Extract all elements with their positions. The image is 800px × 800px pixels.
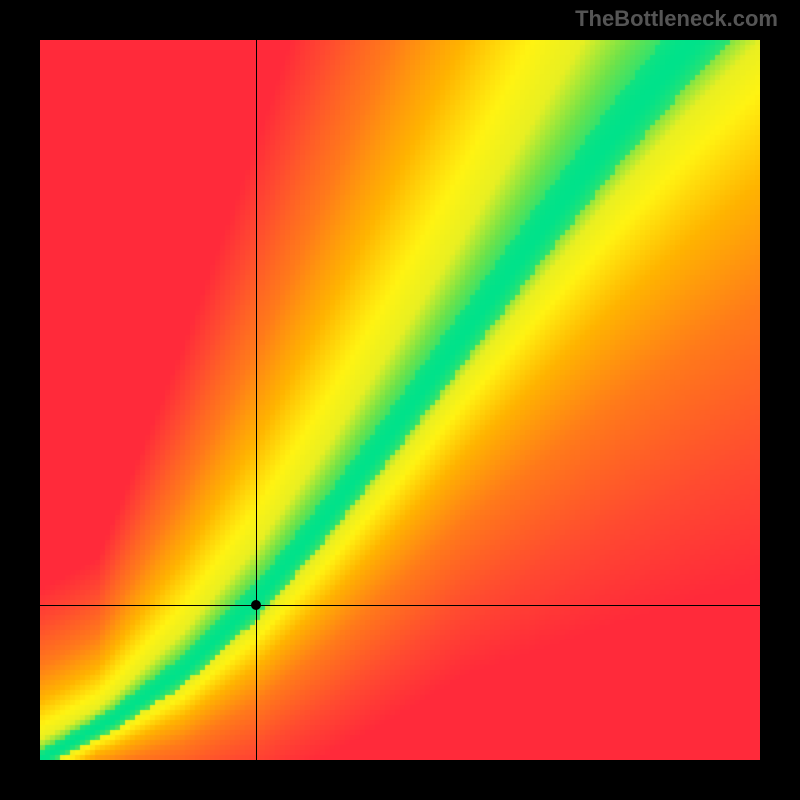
heatmap-canvas (40, 40, 760, 760)
watermark-text: TheBottleneck.com (575, 6, 778, 32)
heatmap-plot-area (40, 40, 760, 760)
crosshair-horizontal (40, 605, 760, 606)
crosshair-marker (251, 600, 261, 610)
crosshair-vertical (256, 40, 257, 760)
